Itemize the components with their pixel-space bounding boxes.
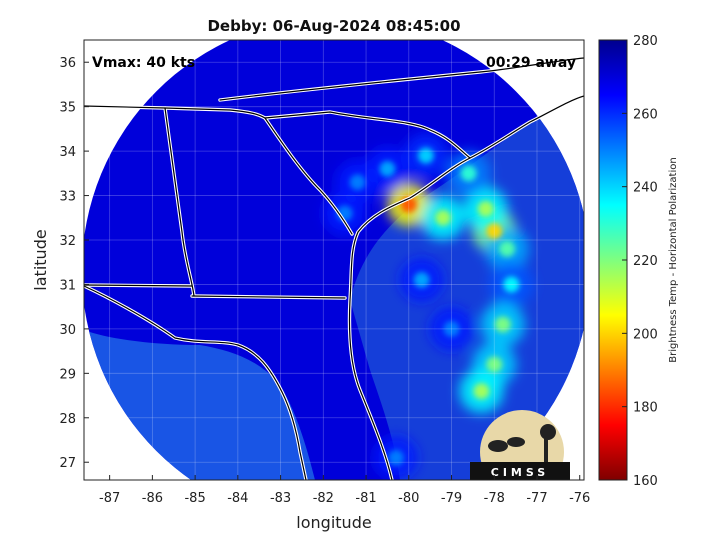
logo-tower-leg	[544, 438, 548, 470]
x-tick-label: -76	[569, 491, 590, 506]
x-tick-label: -86	[142, 491, 163, 506]
storm-feature-core	[417, 147, 434, 164]
x-tick-label: -87	[99, 491, 120, 506]
x-axis-ticks: -87 -86 -85 -84 -83 -82 -81 -80 -79 -78 -77 -76	[99, 475, 590, 506]
colorbar-tick-label: 240	[633, 181, 658, 196]
swath-contents	[84, 100, 584, 480]
logo-dish-2	[507, 437, 525, 447]
x-tick-label: -78	[484, 491, 505, 506]
storm-feature-core	[486, 223, 503, 240]
grid-lines	[84, 40, 584, 480]
storm-feature-core	[349, 174, 366, 191]
storm-feature-core	[477, 200, 494, 217]
atlantic-ocean-region	[350, 100, 584, 480]
x-tick-label: -79	[441, 491, 462, 506]
chart-title: Debby: 06-Aug-2024 08:45:00	[207, 17, 460, 35]
colorbar-tick-label: 260	[633, 107, 658, 122]
x-tick-label: -81	[355, 491, 376, 506]
y-tick-label: 34	[59, 145, 76, 160]
y-tick-label: 27	[59, 456, 76, 471]
plot-frame	[83, 39, 585, 481]
vmax-annotation: Vmax: 40 kts	[92, 55, 195, 71]
storm-feature-core	[413, 272, 430, 288]
storm-feature-core	[494, 316, 511, 333]
y-tick-label: 28	[59, 412, 76, 427]
logo-background	[480, 410, 564, 480]
y-tick-label: 32	[59, 234, 76, 249]
x-axis-label: longitude	[296, 513, 371, 532]
storm-feature-core	[387, 449, 404, 466]
logo-dish-1	[488, 440, 508, 452]
plot-content: CIMSS	[84, 40, 584, 480]
logo-water-tower	[540, 424, 556, 440]
logo-base	[470, 462, 570, 480]
y-axis-label: latitude	[31, 229, 50, 290]
y-tick-label: 35	[59, 101, 76, 116]
colorbar-tick-label: 280	[633, 34, 658, 49]
storm-feature-core	[379, 160, 396, 177]
colorbar-tick-label: 220	[633, 254, 658, 269]
y-axis-ticks: 27 28 29 30 31 32 33 34 35 36	[59, 56, 89, 471]
x-tick-label: -77	[526, 491, 547, 506]
time-away-annotation: 00:29 away	[486, 55, 576, 71]
y-tick-label: 33	[59, 190, 76, 205]
storm-feature-core	[460, 165, 477, 182]
x-tick-label: -84	[227, 491, 248, 506]
colorbar-tick-label: 200	[633, 327, 658, 342]
x-tick-label: -85	[184, 491, 205, 506]
y-tick-label: 29	[59, 367, 76, 382]
storm-feature-core	[443, 320, 460, 337]
storm-feature-core	[503, 276, 520, 293]
storm-feature-core	[473, 383, 490, 400]
y-tick-label: 31	[59, 278, 76, 293]
geo-boundaries	[84, 56, 584, 480]
colorbar-ticks: 160 180 200 220 240 260 280	[622, 34, 658, 489]
storm-feature-core	[434, 209, 451, 226]
y-tick-label: 36	[59, 56, 76, 71]
colorbar-label: Brightness Temp - Horizontal Polarizatio…	[668, 157, 679, 362]
y-tick-label: 30	[59, 323, 76, 338]
storm-feature-core	[499, 240, 516, 257]
storm-feature-core	[486, 356, 503, 373]
colorbar-tick-label: 180	[633, 401, 658, 416]
x-tick-label: -80	[398, 491, 419, 506]
cimss-logo: CIMSS	[470, 410, 570, 480]
colorbar-tick-label: 160	[633, 474, 658, 489]
logo-text: CIMSS	[491, 466, 549, 479]
x-tick-label: -82	[313, 491, 334, 506]
x-tick-label: -83	[270, 491, 291, 506]
